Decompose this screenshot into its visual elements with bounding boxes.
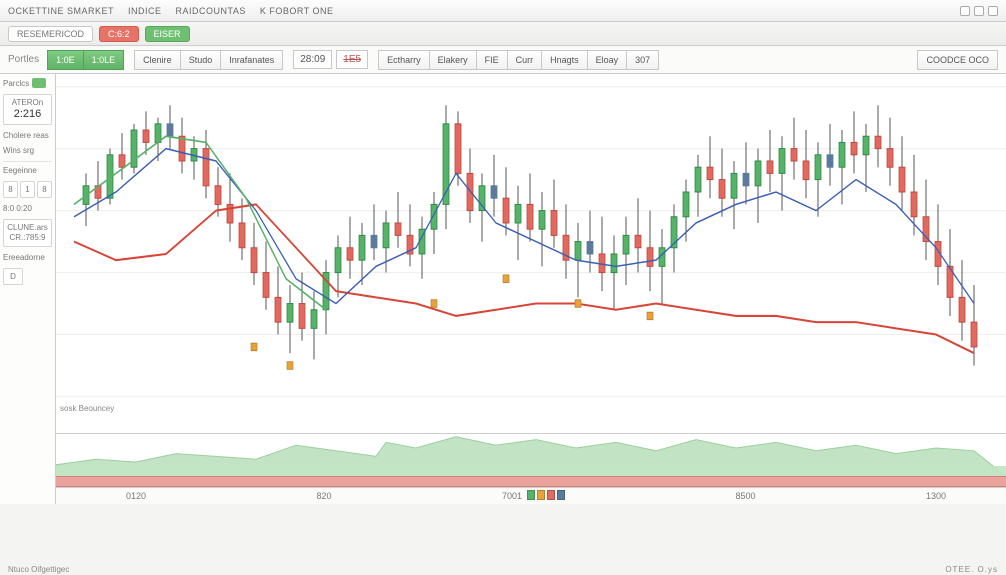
tool-button[interactable]: Ectharry — [378, 50, 429, 70]
menu-item[interactable]: K FOBORT ONE — [260, 6, 334, 16]
price-display-crossed: 1E5 — [336, 50, 368, 69]
period-buttons: 1:0E 1:0LE — [47, 50, 124, 70]
footer-right: OTEE. O.ys — [945, 565, 998, 574]
toolbar-secondary: Portles 1:0E 1:0LE Clenire Studo Inrafan… — [0, 46, 1006, 74]
minimize-icon[interactable] — [960, 6, 970, 16]
legend-chip-icon — [537, 490, 545, 500]
close-icon[interactable] — [988, 6, 998, 16]
instrument-selector[interactable]: RESEMERICOD — [8, 26, 93, 42]
time-axis: 0120 820 7001 8500 1300 — [56, 487, 1006, 504]
axis-tick: 0120 — [126, 491, 146, 501]
sidebar-box-line: CLUNE.ars — [7, 223, 48, 233]
main-area: Parclcs ATEROn 2:216 Cholere reas Wins s… — [0, 74, 1006, 504]
menu-item[interactable]: RAIDCOUNTAS — [176, 6, 246, 16]
sidebar-text: Wins srg — [3, 146, 52, 155]
axis-tick: 1300 — [926, 491, 946, 501]
tool-button[interactable]: 307 — [626, 50, 659, 70]
price-display: 28:09 — [293, 50, 332, 69]
sidebar-label: Ereeadorne — [3, 253, 52, 262]
toolbar-primary: RESEMERICOD C:6:2 EISER — [0, 22, 1006, 46]
menu-item[interactable]: INDICE — [128, 6, 162, 16]
oscillator-ribbon[interactable] — [56, 476, 1006, 487]
sidebar: Parclcs ATEROn 2:216 Cholere reas Wins s… — [0, 74, 56, 504]
legend-chip-icon — [547, 490, 555, 500]
settings-button[interactable]: COODCE OCO — [917, 50, 998, 70]
sidebar-label: Parclcs — [3, 79, 29, 88]
sidebar-label: Eegeinne — [3, 161, 52, 175]
axis-tick: 8500 — [735, 491, 755, 501]
volume-panel[interactable] — [56, 434, 1006, 476]
buy-chip[interactable]: EISER — [145, 26, 190, 42]
axis-tick-with-chips: 7001 — [502, 490, 565, 502]
sidebar-text: 8:0 0:20 — [3, 204, 52, 213]
sidebar-num: 8 — [37, 181, 52, 199]
chart-type-buttons: Clenire Studo Inrafanates — [134, 50, 283, 70]
tool-button[interactable]: Curr — [507, 50, 542, 70]
tool-button[interactable]: Elakery — [429, 50, 476, 70]
sidebar-numbers: 8 1 8 — [3, 181, 52, 199]
sidebar-box-label: ATEROn — [7, 98, 48, 108]
status-chip-icon — [32, 78, 46, 88]
sidebar-chip[interactable]: D — [3, 268, 23, 286]
legend-chip-icon — [557, 490, 565, 500]
footer-left: Ntuco Oifgettigec — [8, 565, 69, 574]
candlestick-chart[interactable]: sosk Beouncey 0120 820 7001 8500 1300 — [56, 74, 1006, 504]
menu-item[interactable]: OCKETTINE SMARKET — [8, 6, 114, 16]
sidebar-box-line: CR.:785:9 — [7, 233, 48, 243]
lower-panels: 0120 820 7001 8500 1300 — [56, 433, 1006, 504]
legend-chip-icon — [527, 490, 535, 500]
sidebar-text: Cholere reas — [3, 131, 52, 140]
sidebar-top: Parclcs — [3, 78, 52, 88]
chart-button[interactable]: Inrafanates — [220, 50, 283, 70]
window-controls — [960, 6, 998, 16]
tool-button[interactable]: Hnagts — [541, 50, 587, 70]
sidebar-num: 1 — [20, 181, 35, 199]
sidebar-num: 8 — [3, 181, 18, 199]
maximize-icon[interactable] — [974, 6, 984, 16]
menubar: OCKETTINE SMARKET INDICE RAIDCOUNTAS K F… — [0, 0, 1006, 22]
indicator-label: sosk Beouncey — [60, 404, 114, 413]
sidebar-quote-box[interactable]: ATEROn 2:216 — [3, 94, 52, 125]
period-button[interactable]: 1:0E — [47, 50, 83, 70]
tool-buttons: Ectharry Elakery FIE Curr Hnagts Eloay 3… — [378, 50, 659, 70]
chart-button[interactable]: Studo — [180, 50, 221, 70]
chart-button[interactable]: Clenire — [134, 50, 180, 70]
period-label: Portles — [8, 54, 39, 65]
sell-chip[interactable]: C:6:2 — [99, 26, 139, 42]
period-button[interactable]: 1:0LE — [83, 50, 125, 70]
axis-tick: 820 — [316, 491, 331, 501]
tool-button[interactable]: Eloay — [587, 50, 627, 70]
tool-button[interactable]: FIE — [476, 50, 507, 70]
sidebar-info-box[interactable]: CLUNE.ars CR.:785:9 — [3, 219, 52, 246]
sidebar-box-value: 2:216 — [7, 108, 48, 121]
